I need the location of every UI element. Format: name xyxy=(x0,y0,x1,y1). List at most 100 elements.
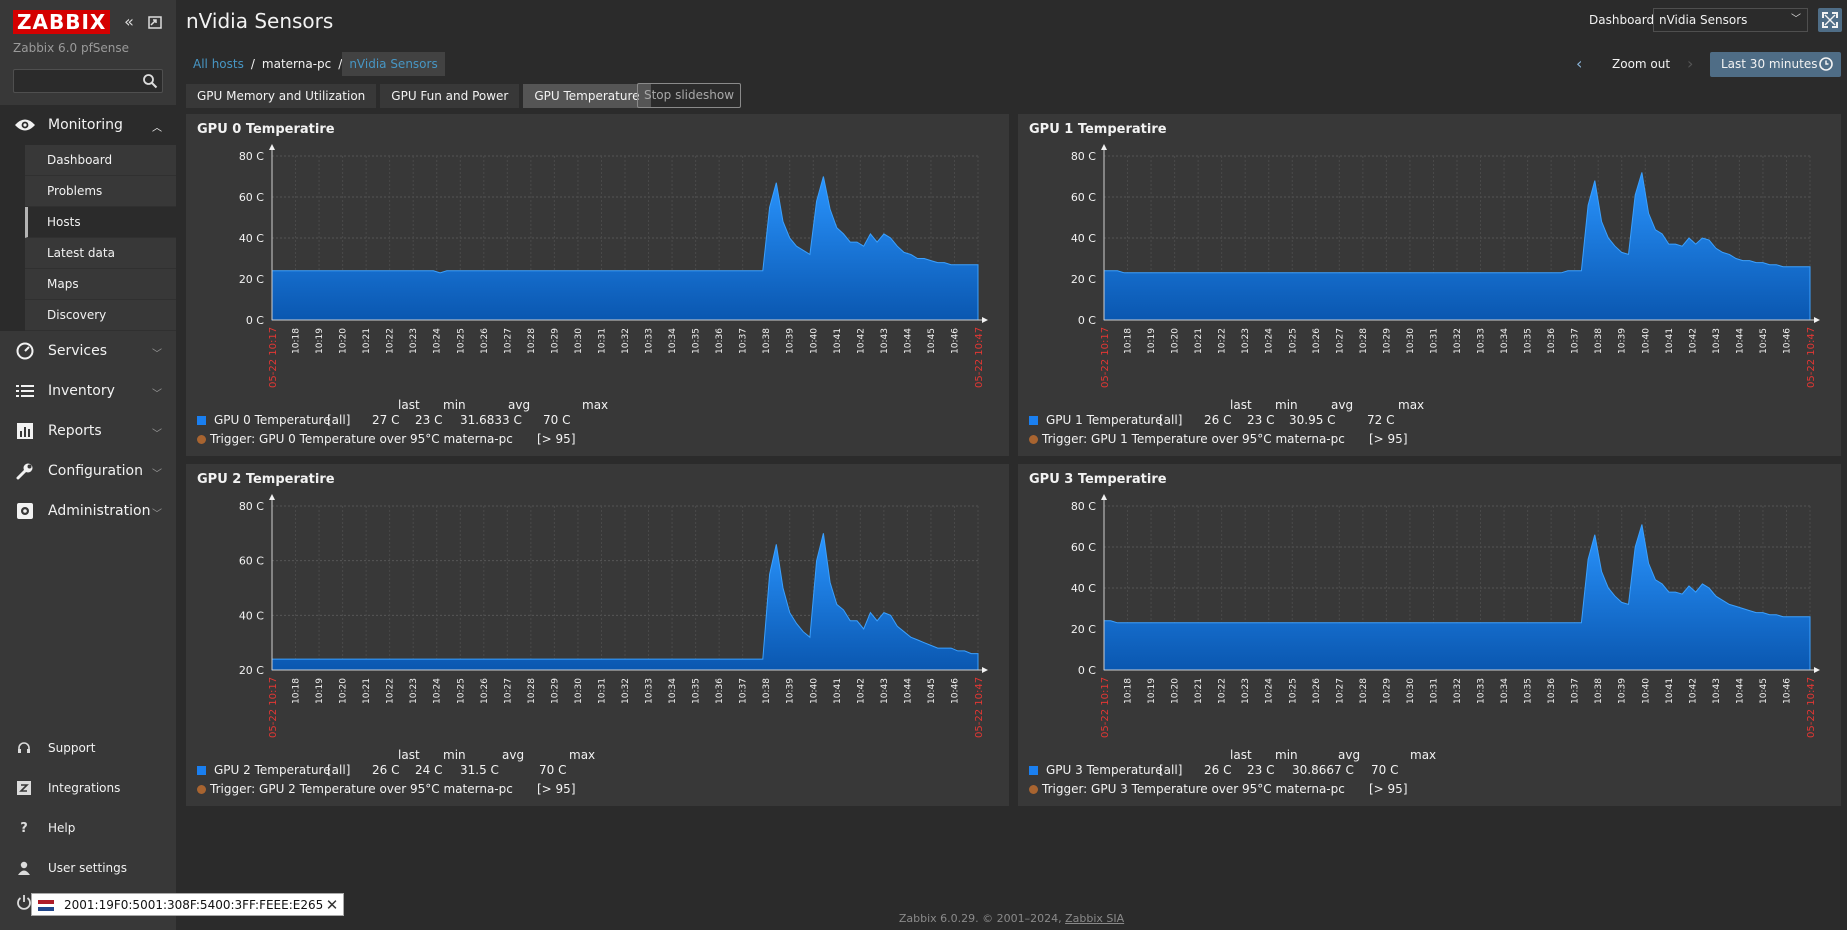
x-tick-label: 10:22 xyxy=(386,328,396,354)
collapse-sidebar-icon[interactable]: « xyxy=(124,12,134,31)
fullscreen-button[interactable] xyxy=(1818,8,1842,32)
legend-max: 70 C xyxy=(539,763,567,777)
menu-services[interactable]: Services ﹀ xyxy=(0,331,176,371)
series-area xyxy=(1103,524,1811,671)
footer-text: Zabbix 6.0.29. © 2001–2024, xyxy=(898,912,1062,925)
breadcrumb-separator: / xyxy=(338,57,343,71)
legend-trigger-row: Trigger: GPU 3 Temperature over 95°C mat… xyxy=(1029,782,1408,796)
legend-row: GPU 2 Temperature [all] 26 C 24 C 31.5 C 70 C xyxy=(197,763,566,777)
breadcrumb-host[interactable]: materna-pc xyxy=(261,57,332,71)
close-icon[interactable]: ✕ xyxy=(325,896,339,914)
menu-configuration[interactable]: Configuration ﹀ xyxy=(0,451,176,491)
menu-administration[interactable]: Administration ﹀ xyxy=(0,491,176,531)
submenu-discovery[interactable]: Discovery xyxy=(25,300,176,331)
time-forward-icon[interactable]: › xyxy=(1687,54,1694,73)
graph-widget[interactable]: GPU 1 Temperatire 0 C 20 C 40 C 60 C 80 C 10:1… xyxy=(1018,114,1841,456)
chevron-down-icon: ﹀ xyxy=(1791,14,1801,25)
widget-title: GPU 3 Temperatire xyxy=(1029,472,1167,487)
x-tick-label: 10:36 xyxy=(715,328,725,354)
y-tick-label: 40 C xyxy=(239,232,264,245)
x-tick-label: 10:31 xyxy=(597,328,607,354)
x-axis-arrow xyxy=(982,667,988,673)
chevron-down-icon: ﹀ xyxy=(152,429,162,440)
y-tick-label: 40 C xyxy=(1071,232,1096,245)
power-icon[interactable] xyxy=(16,894,32,910)
menu-services-label: Services xyxy=(48,343,108,359)
tab-gpu-memory[interactable]: GPU Memory and Utilization xyxy=(186,84,377,108)
x-tick-label: 10:28 xyxy=(1359,328,1369,354)
legend-max: 72 C xyxy=(1367,413,1395,427)
zabbix-logo[interactable]: ZABBIX xyxy=(13,10,111,34)
breadcrumb-all-hosts[interactable]: All hosts xyxy=(193,57,244,71)
menu-user-settings[interactable]: User settings xyxy=(0,848,176,888)
legend-column-header: max xyxy=(1410,748,1437,762)
menu-reports[interactable]: Reports ﹀ xyxy=(0,411,176,451)
search-icon[interactable] xyxy=(142,73,158,89)
time-range-button[interactable]: Last 30 minutes xyxy=(1710,52,1841,77)
legend-column-header: avg xyxy=(1338,748,1361,762)
wrench-icon xyxy=(14,460,36,482)
legend-column-header: max xyxy=(582,398,609,412)
graph-widget[interactable]: GPU 3 Temperatire 0 C 20 C 40 C 60 C 80 C 10:1… xyxy=(1018,464,1841,806)
submenu-latest-data[interactable]: Latest data xyxy=(25,238,176,269)
dashboard-select-value: nVidia Sensors xyxy=(1659,13,1748,27)
legend-func: [all] xyxy=(327,763,351,777)
breadcrumb-dashboard[interactable]: nVidia Sensors xyxy=(342,52,445,76)
legend-avg: 30.8667 C xyxy=(1292,763,1354,777)
footer-link[interactable]: Zabbix SIA xyxy=(1065,912,1125,925)
menu-help[interactable]: ? Help xyxy=(0,808,176,848)
x-tick-label: 10:43 xyxy=(1712,328,1722,354)
x-start-label: 05-22 10:17 xyxy=(1100,677,1111,738)
menu-support[interactable]: Support xyxy=(0,728,176,768)
page-title: nVidia Sensors xyxy=(186,9,334,33)
x-tick-label: 10:24 xyxy=(433,678,443,704)
sidebar-bottom-menu: Support Integrations ? Help User setting… xyxy=(0,728,176,888)
x-tick-label: 10:18 xyxy=(292,678,302,704)
menu-monitoring[interactable]: Monitoring ︿ xyxy=(0,105,176,145)
dashboard-tabs: GPU Memory and Utilization GPU Fun and P… xyxy=(186,84,655,108)
sidebar-search-input[interactable] xyxy=(14,70,139,92)
y-tick-label: 80 C xyxy=(239,150,264,163)
y-axis-arrow xyxy=(1101,494,1107,500)
y-axis-arrow xyxy=(269,494,275,500)
y-tick-label: 60 C xyxy=(239,191,264,204)
kiosk-mode-icon[interactable] xyxy=(145,12,165,32)
menu-inventory[interactable]: Inventory ﹀ xyxy=(0,371,176,411)
headset-icon xyxy=(16,740,32,756)
legend-column-header: avg xyxy=(1331,398,1354,412)
x-tick-label: 10:42 xyxy=(856,678,866,704)
zoom-out-button[interactable]: Zoom out xyxy=(1612,57,1671,71)
logo-row: ZABBIX « xyxy=(13,10,163,34)
x-tick-label: 10:29 xyxy=(550,328,560,354)
menu-support-label: Support xyxy=(48,741,96,755)
chevron-down-icon: ﹀ xyxy=(152,469,162,480)
legend-item-name: GPU 3 Temperature xyxy=(1046,763,1163,777)
menu-integrations[interactable]: Integrations xyxy=(0,768,176,808)
dashboard-label: Dashboard xyxy=(1589,13,1655,27)
tab-gpu-temperature[interactable]: GPU Temperature xyxy=(523,84,651,108)
submenu-hosts[interactable]: Hosts xyxy=(25,207,176,238)
y-tick-label: 0 C xyxy=(1078,664,1096,677)
stop-slideshow-button[interactable]: Stop slideshow xyxy=(637,83,741,108)
legend-item-name: GPU 2 Temperature xyxy=(214,763,331,777)
trigger-condition: [> 95] xyxy=(537,432,576,446)
tab-gpu-fan-power[interactable]: GPU Fun and Power xyxy=(380,84,520,108)
dashboard-select[interactable]: nVidia Sensors ﹀ xyxy=(1653,8,1808,32)
trigger-dot xyxy=(1029,785,1038,794)
graph-widget[interactable]: GPU 0 Temperatire 0 C 20 C 40 C 60 C 80 C 10:1… xyxy=(186,114,1009,456)
x-tick-label: 10:23 xyxy=(1241,678,1251,704)
x-tick-label: 10:20 xyxy=(339,328,349,354)
time-back-icon[interactable]: ‹ xyxy=(1576,54,1583,73)
x-tick-label: 10:31 xyxy=(1429,328,1439,354)
legend-func: [all] xyxy=(327,413,351,427)
series-area xyxy=(1103,172,1811,321)
submenu-maps[interactable]: Maps xyxy=(25,269,176,300)
breadcrumb: All hosts / materna-pc / nVidia Sensors xyxy=(186,52,445,76)
x-tick-label: 10:28 xyxy=(527,328,537,354)
submenu-dashboard[interactable]: Dashboard xyxy=(25,145,176,176)
submenu-problems[interactable]: Problems xyxy=(25,176,176,207)
x-tick-label: 10:34 xyxy=(668,678,678,704)
footer: Zabbix 6.0.29. © 2001–2024, Zabbix SIA xyxy=(176,912,1847,925)
graph-widget[interactable]: GPU 2 Temperatire 20 C 40 C 60 C 80 C 10:18 10… xyxy=(186,464,1009,806)
x-tick-label: 10:37 xyxy=(1571,678,1581,704)
